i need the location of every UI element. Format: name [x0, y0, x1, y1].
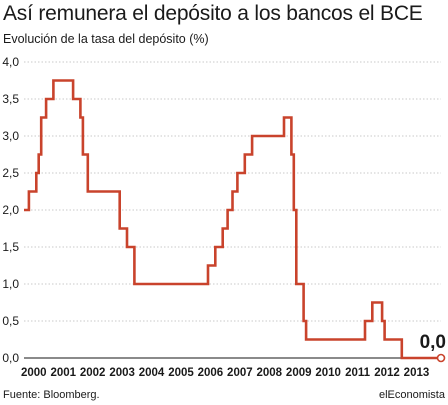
end-marker-group: 0,0 [420, 332, 446, 363]
x-axis-ticks: 2000 2001 2002 2003 2004 2005 2006 2007 2008 2009… [21, 367, 429, 379]
y-tick-label: 1,0 [2, 277, 19, 291]
x-tick-label: 2012 [374, 367, 400, 379]
x-tick-label: 2006 [198, 367, 224, 379]
x-tick-label: 2000 [21, 367, 47, 379]
y-axis-ticks: 0,0 0,5 1,0 1,5 2,0 2,5 3,0 3,5 4,0 [2, 55, 19, 365]
x-tick-label: 2009 [286, 367, 312, 379]
x-tick-label: 2011 [345, 367, 371, 379]
x-tick-label: 2003 [109, 367, 135, 379]
source-note: Fuente: Bloomberg. [3, 389, 100, 401]
x-tick-label: 2002 [80, 367, 106, 379]
y-tick-label: 0,0 [2, 351, 19, 365]
chart-subtitle: Evolución de la tasa del depósito (%) [3, 32, 209, 46]
y-tick-label: 4,0 [2, 55, 19, 69]
y-tick-label: 3,5 [2, 92, 19, 106]
chart-title: Así remunera el depósito a los bancos el… [3, 2, 423, 25]
x-tick-label: 2007 [227, 367, 253, 379]
end-point-marker [436, 353, 446, 363]
x-tick-label: 2013 [404, 367, 430, 379]
x-tick-label: 2005 [168, 367, 194, 379]
deposit-rate-chart: 0,0 0,5 1,0 1,5 2,0 2,5 3,0 3,5 4,0 2000 2001 2002… [2, 55, 446, 379]
x-tick-label: 2010 [315, 367, 341, 379]
series-group [24, 79, 441, 360]
y-tick-label: 2,0 [2, 203, 19, 217]
x-tick-label: 2001 [50, 367, 76, 379]
y-tick-label: 0,5 [2, 314, 19, 328]
end-value-label: 0,0 [420, 332, 446, 353]
x-tick-label: 2004 [139, 367, 165, 379]
y-tick-label: 2,5 [2, 166, 19, 180]
y-tick-label: 1,5 [2, 240, 19, 254]
y-tick-label: 3,0 [2, 129, 19, 143]
brand-label: elEconomista [378, 389, 445, 401]
x-tick-label: 2008 [256, 367, 282, 379]
series-line-deposit-rate [24, 79, 441, 360]
